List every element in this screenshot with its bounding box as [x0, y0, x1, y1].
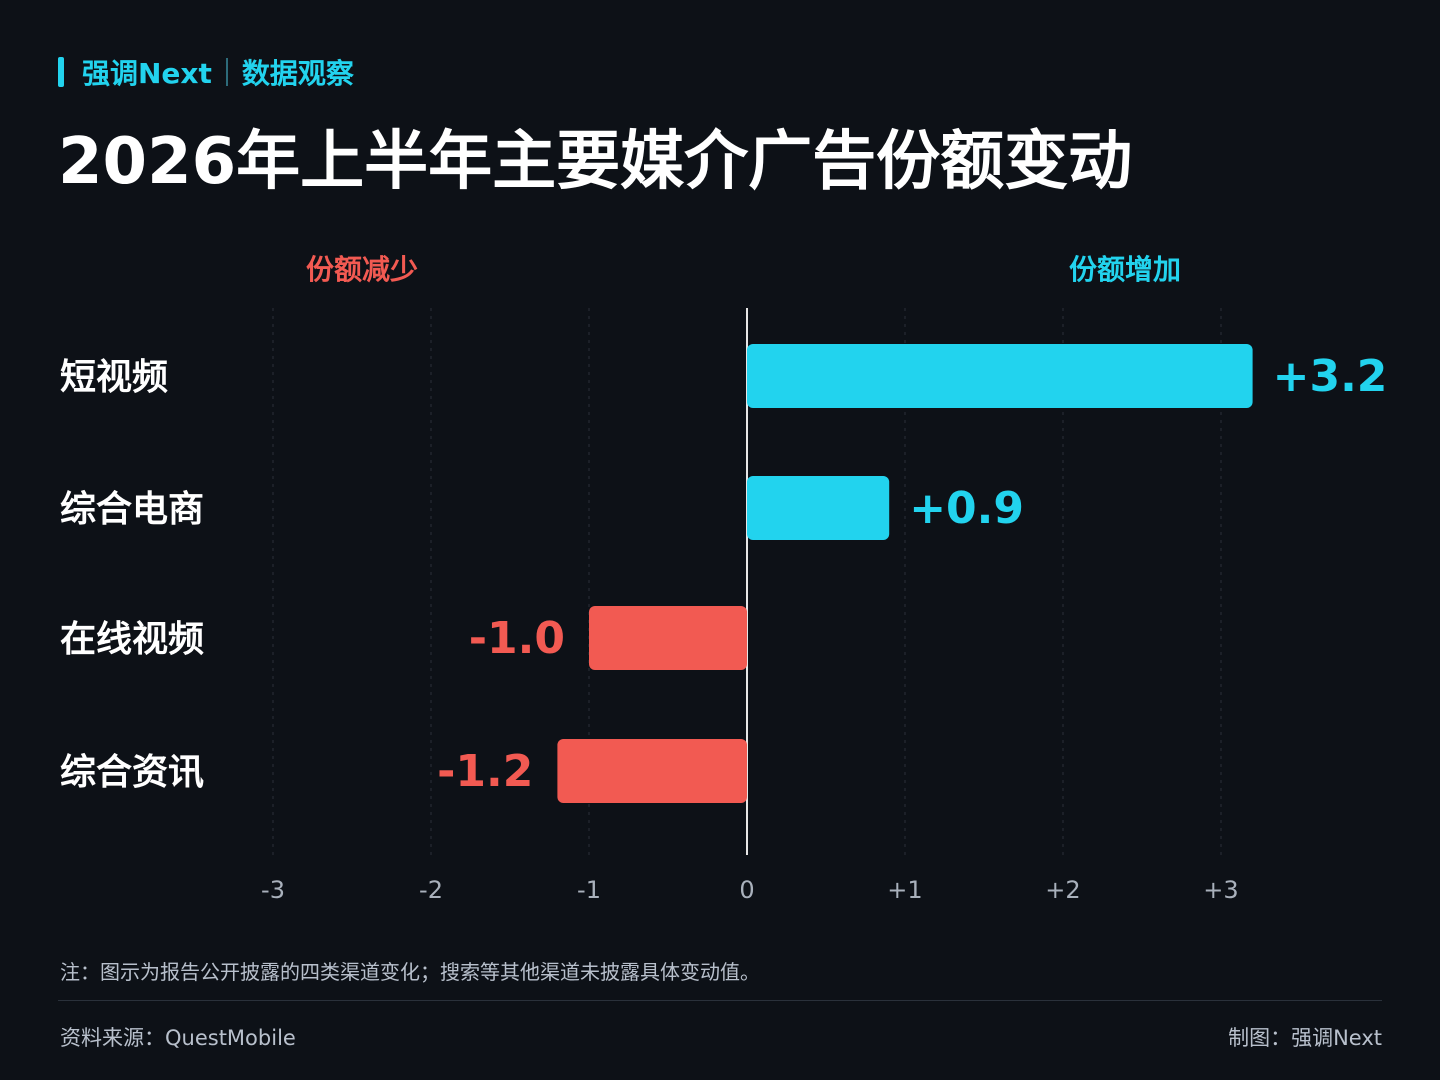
x-tick-label: -1	[577, 876, 601, 904]
value-label: +3.2	[1273, 351, 1388, 402]
category-label: 综合电商	[60, 489, 204, 530]
brand-line: 强调Next 数据观察	[82, 52, 354, 92]
category-label: 综合资讯	[60, 752, 204, 793]
bar-3	[589, 606, 747, 670]
negative-direction-label: 份额减少	[306, 253, 418, 286]
positive-direction-label: 份额增加	[1069, 253, 1181, 286]
chart-note: 注：图示为报告公开披露的四类渠道变化；搜索等其他渠道未披露具体变动值。	[60, 960, 760, 984]
x-tick-label: -2	[419, 876, 443, 904]
value-label: -1.2	[437, 746, 533, 797]
x-tick-label: +2	[1045, 876, 1080, 904]
value-label: -1.0	[469, 613, 565, 664]
x-tick-label: +1	[887, 876, 922, 904]
brand-accent-bar	[58, 57, 64, 87]
page-title: 2026年上半年主要媒介广告份额变动	[58, 125, 1133, 199]
chart-credit: 制图：强调Next	[1228, 1026, 1382, 1050]
data-source: 资料来源：QuestMobile	[60, 1026, 296, 1050]
bar-2	[747, 476, 890, 540]
x-tick-label: -3	[261, 876, 285, 904]
brand-separator	[225, 58, 228, 86]
bar-4	[557, 739, 747, 803]
category-label: 短视频	[60, 357, 168, 398]
category-label: 在线视频	[60, 619, 204, 660]
footer-divider	[58, 1000, 1382, 1001]
value-label: +0.9	[909, 483, 1024, 534]
bar-1	[747, 344, 1253, 408]
brand-name: 强调Next	[82, 57, 212, 90]
x-tick-label: +3	[1203, 876, 1238, 904]
x-tick-label: 0	[739, 876, 754, 904]
section-name: 数据观察	[241, 57, 354, 90]
